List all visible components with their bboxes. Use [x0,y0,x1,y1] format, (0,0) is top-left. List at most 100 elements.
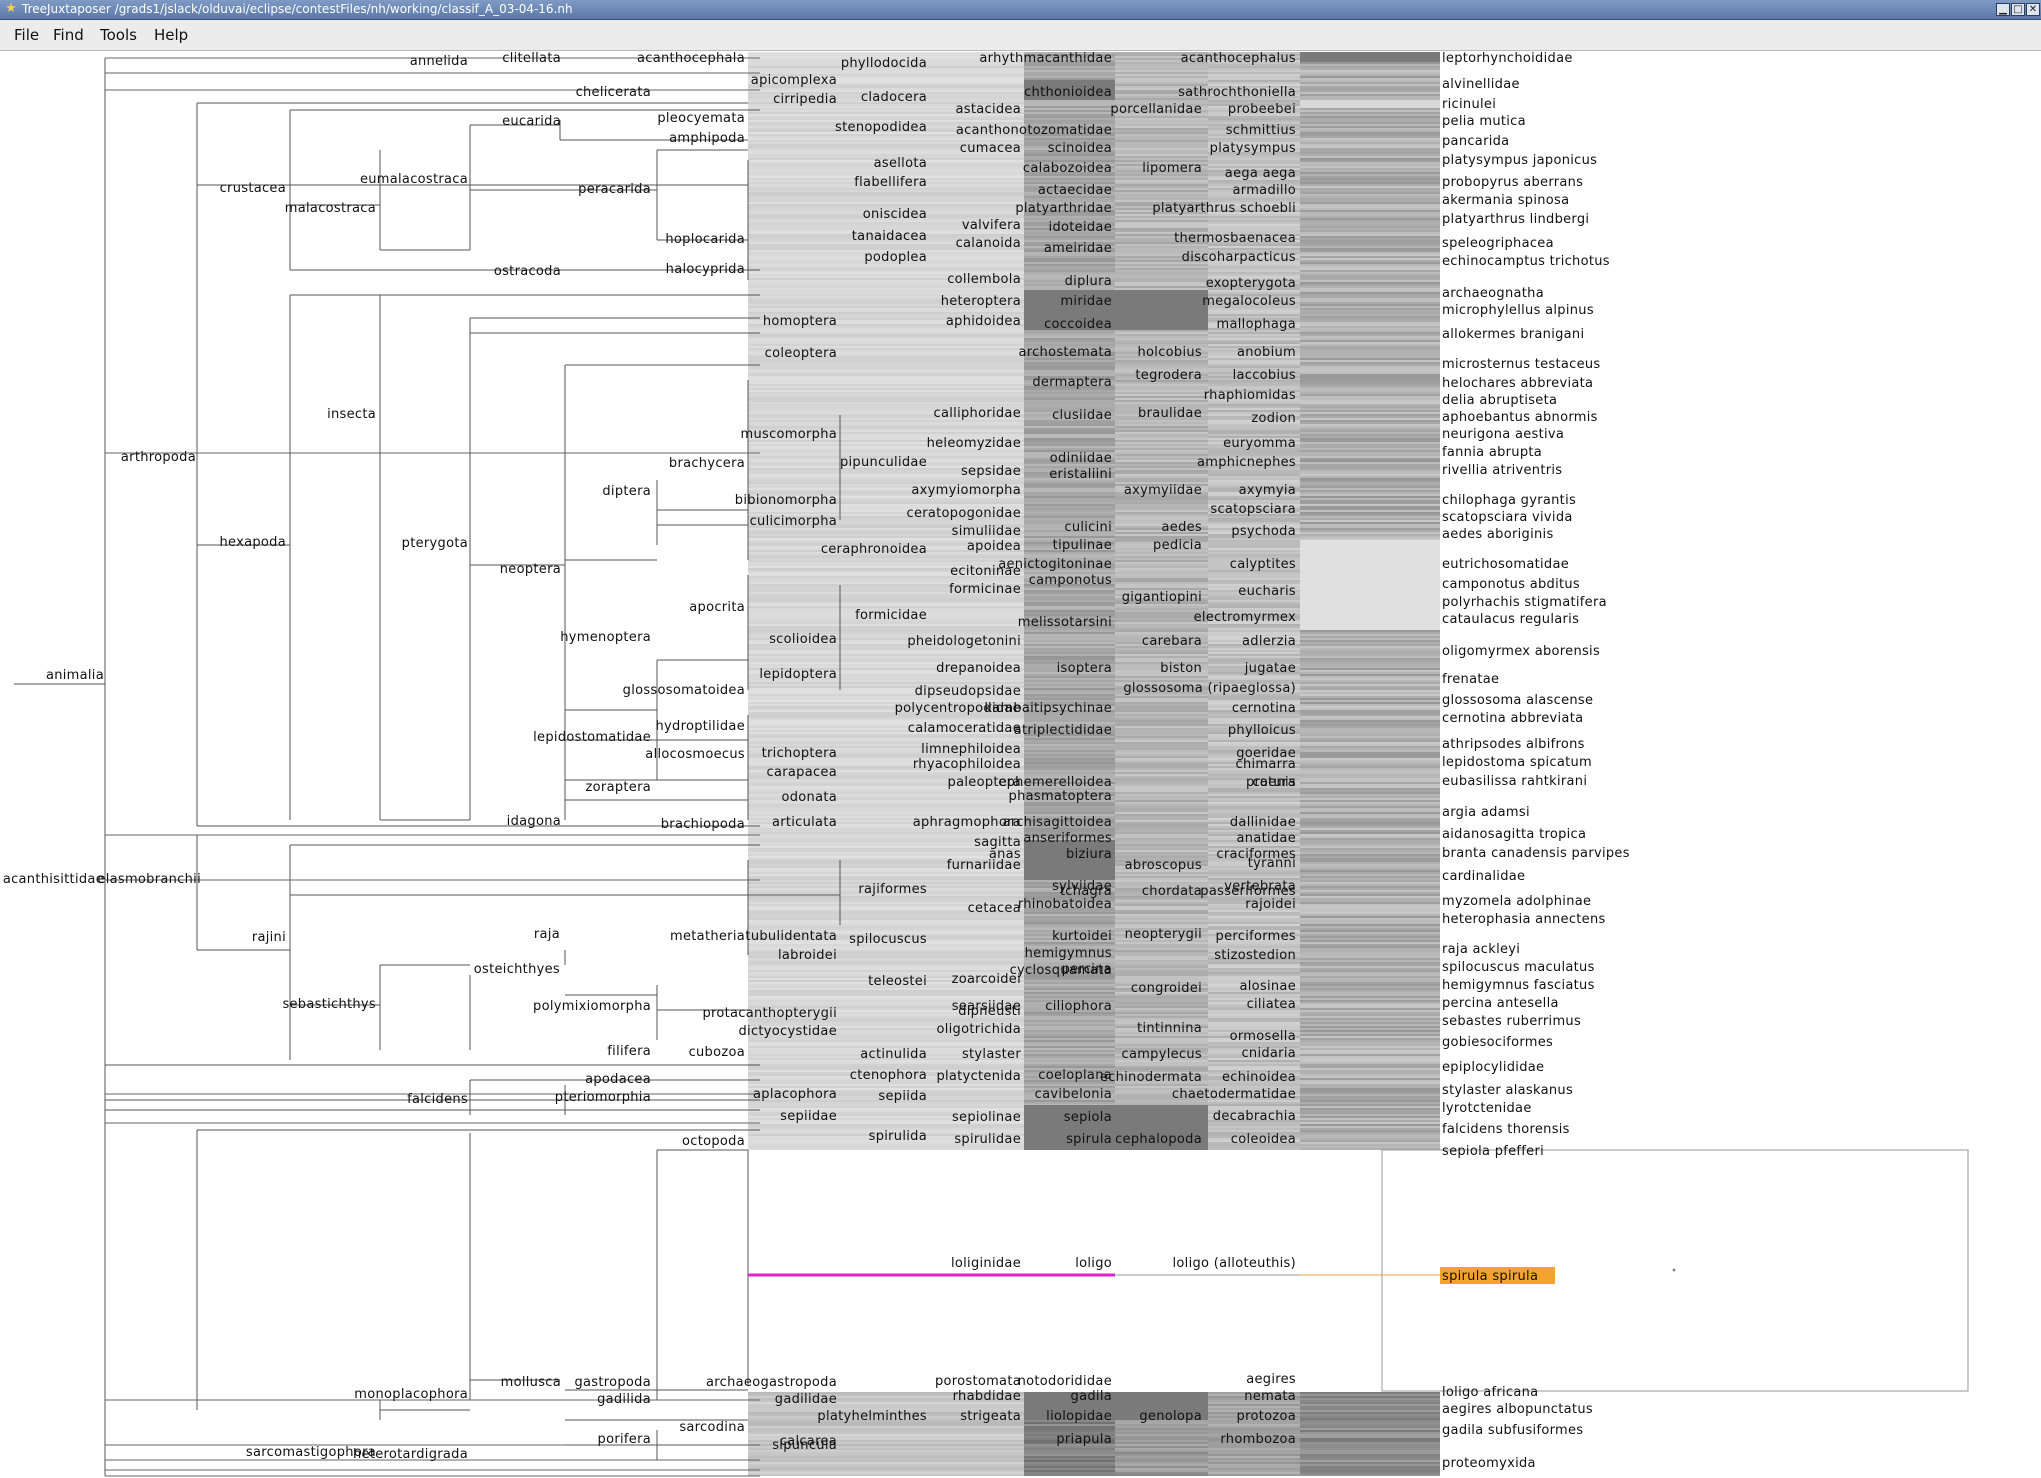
internal-node-label[interactable]: vertebrata [1224,879,1296,894]
internal-node-label[interactable]: actinulida [860,1047,927,1062]
internal-node-label[interactable]: coleoptera [765,346,837,361]
internal-node-label[interactable]: heteroptera [941,294,1021,309]
internal-node-label[interactable]: anseriformes [1023,831,1112,846]
internal-node-label[interactable]: ciliophora [1045,999,1112,1014]
internal-node-label[interactable]: furnariidae [947,858,1021,873]
internal-node-label[interactable]: thermosbaenacea [1174,231,1296,246]
internal-node-label[interactable]: rajiformes [858,882,927,897]
internal-node-label[interactable]: rhyacophiloidea [913,757,1021,772]
internal-node-label[interactable]: axymyiidae [1124,483,1202,498]
leaf-label[interactable]: gobiesociformes [1442,1035,1553,1050]
internal-node-label[interactable]: pedicia [1153,538,1202,553]
internal-node-label[interactable]: odonata [781,790,837,805]
leaf-label[interactable]: falcidens thorensis [1442,1122,1570,1137]
internal-node-label[interactable]: tintinnina [1137,1021,1202,1036]
leaf-label[interactable]: akermania spinosa [1442,193,1569,208]
internal-node-label[interactable]: calcarea [780,1434,837,1449]
internal-node-label[interactable]: dipneusti [958,1004,1021,1019]
internal-node-label[interactable]: spilocuscus [849,932,927,947]
leaf-label[interactable]: allokermes branigani [1442,327,1584,342]
internal-node-label[interactable]: sathrochthoniella [1178,85,1296,100]
internal-node-label[interactable]: diplura [1065,274,1112,289]
internal-node-label[interactable]: porcellanidae [1110,102,1202,117]
internal-node-label[interactable]: brachycera [669,456,745,471]
internal-node-label[interactable]: chelicerata [576,85,651,100]
internal-node-label[interactable]: platyctenida [936,1069,1021,1084]
leaf-label[interactable]: spirula spirula [1442,1269,1538,1284]
internal-node-label[interactable]: coleoidea [1231,1132,1296,1147]
internal-node-label[interactable]: cephalopoda [1115,1132,1202,1147]
internal-node-label[interactable]: protura [1246,775,1296,790]
leaf-label[interactable]: myzomela adolphinae [1442,894,1591,909]
internal-node-label[interactable]: congroidei [1131,981,1202,996]
internal-node-label[interactable]: stizostedion [1214,948,1296,963]
internal-node-label[interactable]: carapacea [767,765,837,780]
leaf-label[interactable]: pelia mutica [1442,114,1526,129]
internal-node-label[interactable]: apodacea [585,1072,651,1087]
internal-node-label[interactable]: eucharis [1238,584,1296,599]
leaf-label[interactable]: stylaster alaskanus [1442,1083,1573,1098]
internal-node-label[interactable]: caenis [1252,775,1296,790]
internal-node-label[interactable]: archisagittoidea [1003,815,1112,830]
internal-node-label[interactable]: chthonioidea [1024,85,1112,100]
internal-node-label[interactable]: craciformes [1216,847,1296,862]
internal-node-label[interactable]: calyptites [1230,557,1296,572]
internal-node-label[interactable]: holcobius [1138,345,1202,360]
internal-node-label[interactable]: alosinae [1239,979,1296,994]
internal-node-label[interactable]: nemata [1244,1389,1296,1404]
internal-node-label[interactable]: cubozoa [689,1045,745,1060]
internal-node-label[interactable]: phasmatoptera [1009,789,1112,804]
internal-node-label[interactable]: aegires [1246,1372,1296,1387]
internal-node-label[interactable]: schmittius [1226,123,1296,138]
internal-node-label[interactable]: cavibelonia [1035,1087,1112,1102]
internal-node-label[interactable]: protozoa [1237,1409,1296,1424]
internal-node-label[interactable]: braulidae [1138,406,1202,421]
internal-node-label[interactable]: carebara [1142,634,1202,649]
internal-node-label[interactable]: glossosoma (ripaeglossa) [1123,681,1296,696]
internal-node-label[interactable]: astacidea [956,102,1021,117]
internal-node-label[interactable]: ecitoninae [950,564,1021,579]
internal-node-label[interactable]: scatopsciara [1210,502,1296,517]
leaf-label[interactable]: neurigona aestiva [1442,427,1564,442]
internal-node-label[interactable]: anobium [1237,345,1296,360]
leaf-label[interactable]: echinocamptus trichotus [1442,254,1610,269]
internal-node-label[interactable]: glossosomatoidea [623,683,745,698]
internal-node-label[interactable]: hydroptilidae [656,719,746,734]
internal-node-label[interactable]: paleoptera [948,775,1021,790]
internal-node-label[interactable]: zoarcoidei [952,972,1021,987]
leaf-label[interactable]: microphylellus alpinus [1442,303,1594,318]
internal-node-label[interactable]: echinoidea [1222,1070,1296,1085]
internal-node-label[interactable]: discoharpacticus [1182,250,1296,265]
internal-node-label[interactable]: coeloplana [1038,1068,1112,1083]
internal-node-label[interactable]: valvifera [962,218,1021,233]
internal-node-label[interactable]: cirripedia [773,92,837,107]
internal-node-label[interactable]: heterotardigrada [353,1447,468,1462]
internal-node-label[interactable]: gastropoda [574,1375,651,1390]
internal-node-label[interactable]: miridae [1060,294,1112,309]
internal-node-label[interactable]: searsiidae [952,999,1021,1014]
internal-node-label[interactable]: simuliidae [952,524,1021,539]
internal-node-label[interactable]: arhythmacanthidae [979,51,1112,66]
internal-node-label[interactable]: actaecidae [1038,183,1112,198]
internal-node-label[interactable]: electromyrmex [1194,610,1296,625]
leaf-label[interactable]: cardinalidae [1442,869,1525,884]
leaf-label[interactable]: hemigymnus fasciatus [1442,978,1595,993]
internal-node-label[interactable]: limnephiloidea [921,742,1021,757]
internal-node-label[interactable]: gigantiopini [1122,590,1202,605]
leaf-label[interactable]: microsternus testaceus [1442,357,1601,372]
internal-node-label[interactable]: homoptera [763,314,837,329]
internal-node-label[interactable]: hoplocarida [665,232,745,247]
internal-node-label[interactable]: sepsidae [961,464,1021,479]
internal-node-label[interactable]: odiniidae [1050,451,1112,466]
leaf-label[interactable]: fannia abrupta [1442,445,1542,460]
leaf-label[interactable]: sepiola pfefferi [1442,1144,1544,1159]
internal-node-label[interactable]: ceratopogonidae [907,506,1022,521]
minimize-icon[interactable]: ▁ [1996,3,2010,16]
internal-node-label[interactable]: perciformes [1216,929,1296,944]
internal-node-label[interactable]: platyarthridae [1015,201,1112,216]
internal-node-label[interactable]: aega aega [1225,166,1296,181]
internal-node-label[interactable]: acanthonotozomatidae [956,123,1112,138]
internal-node-label[interactable]: pipunculidae [840,455,927,470]
internal-node-label[interactable]: neoptera [500,562,561,577]
internal-node-label[interactable]: gadilida [597,1392,651,1407]
